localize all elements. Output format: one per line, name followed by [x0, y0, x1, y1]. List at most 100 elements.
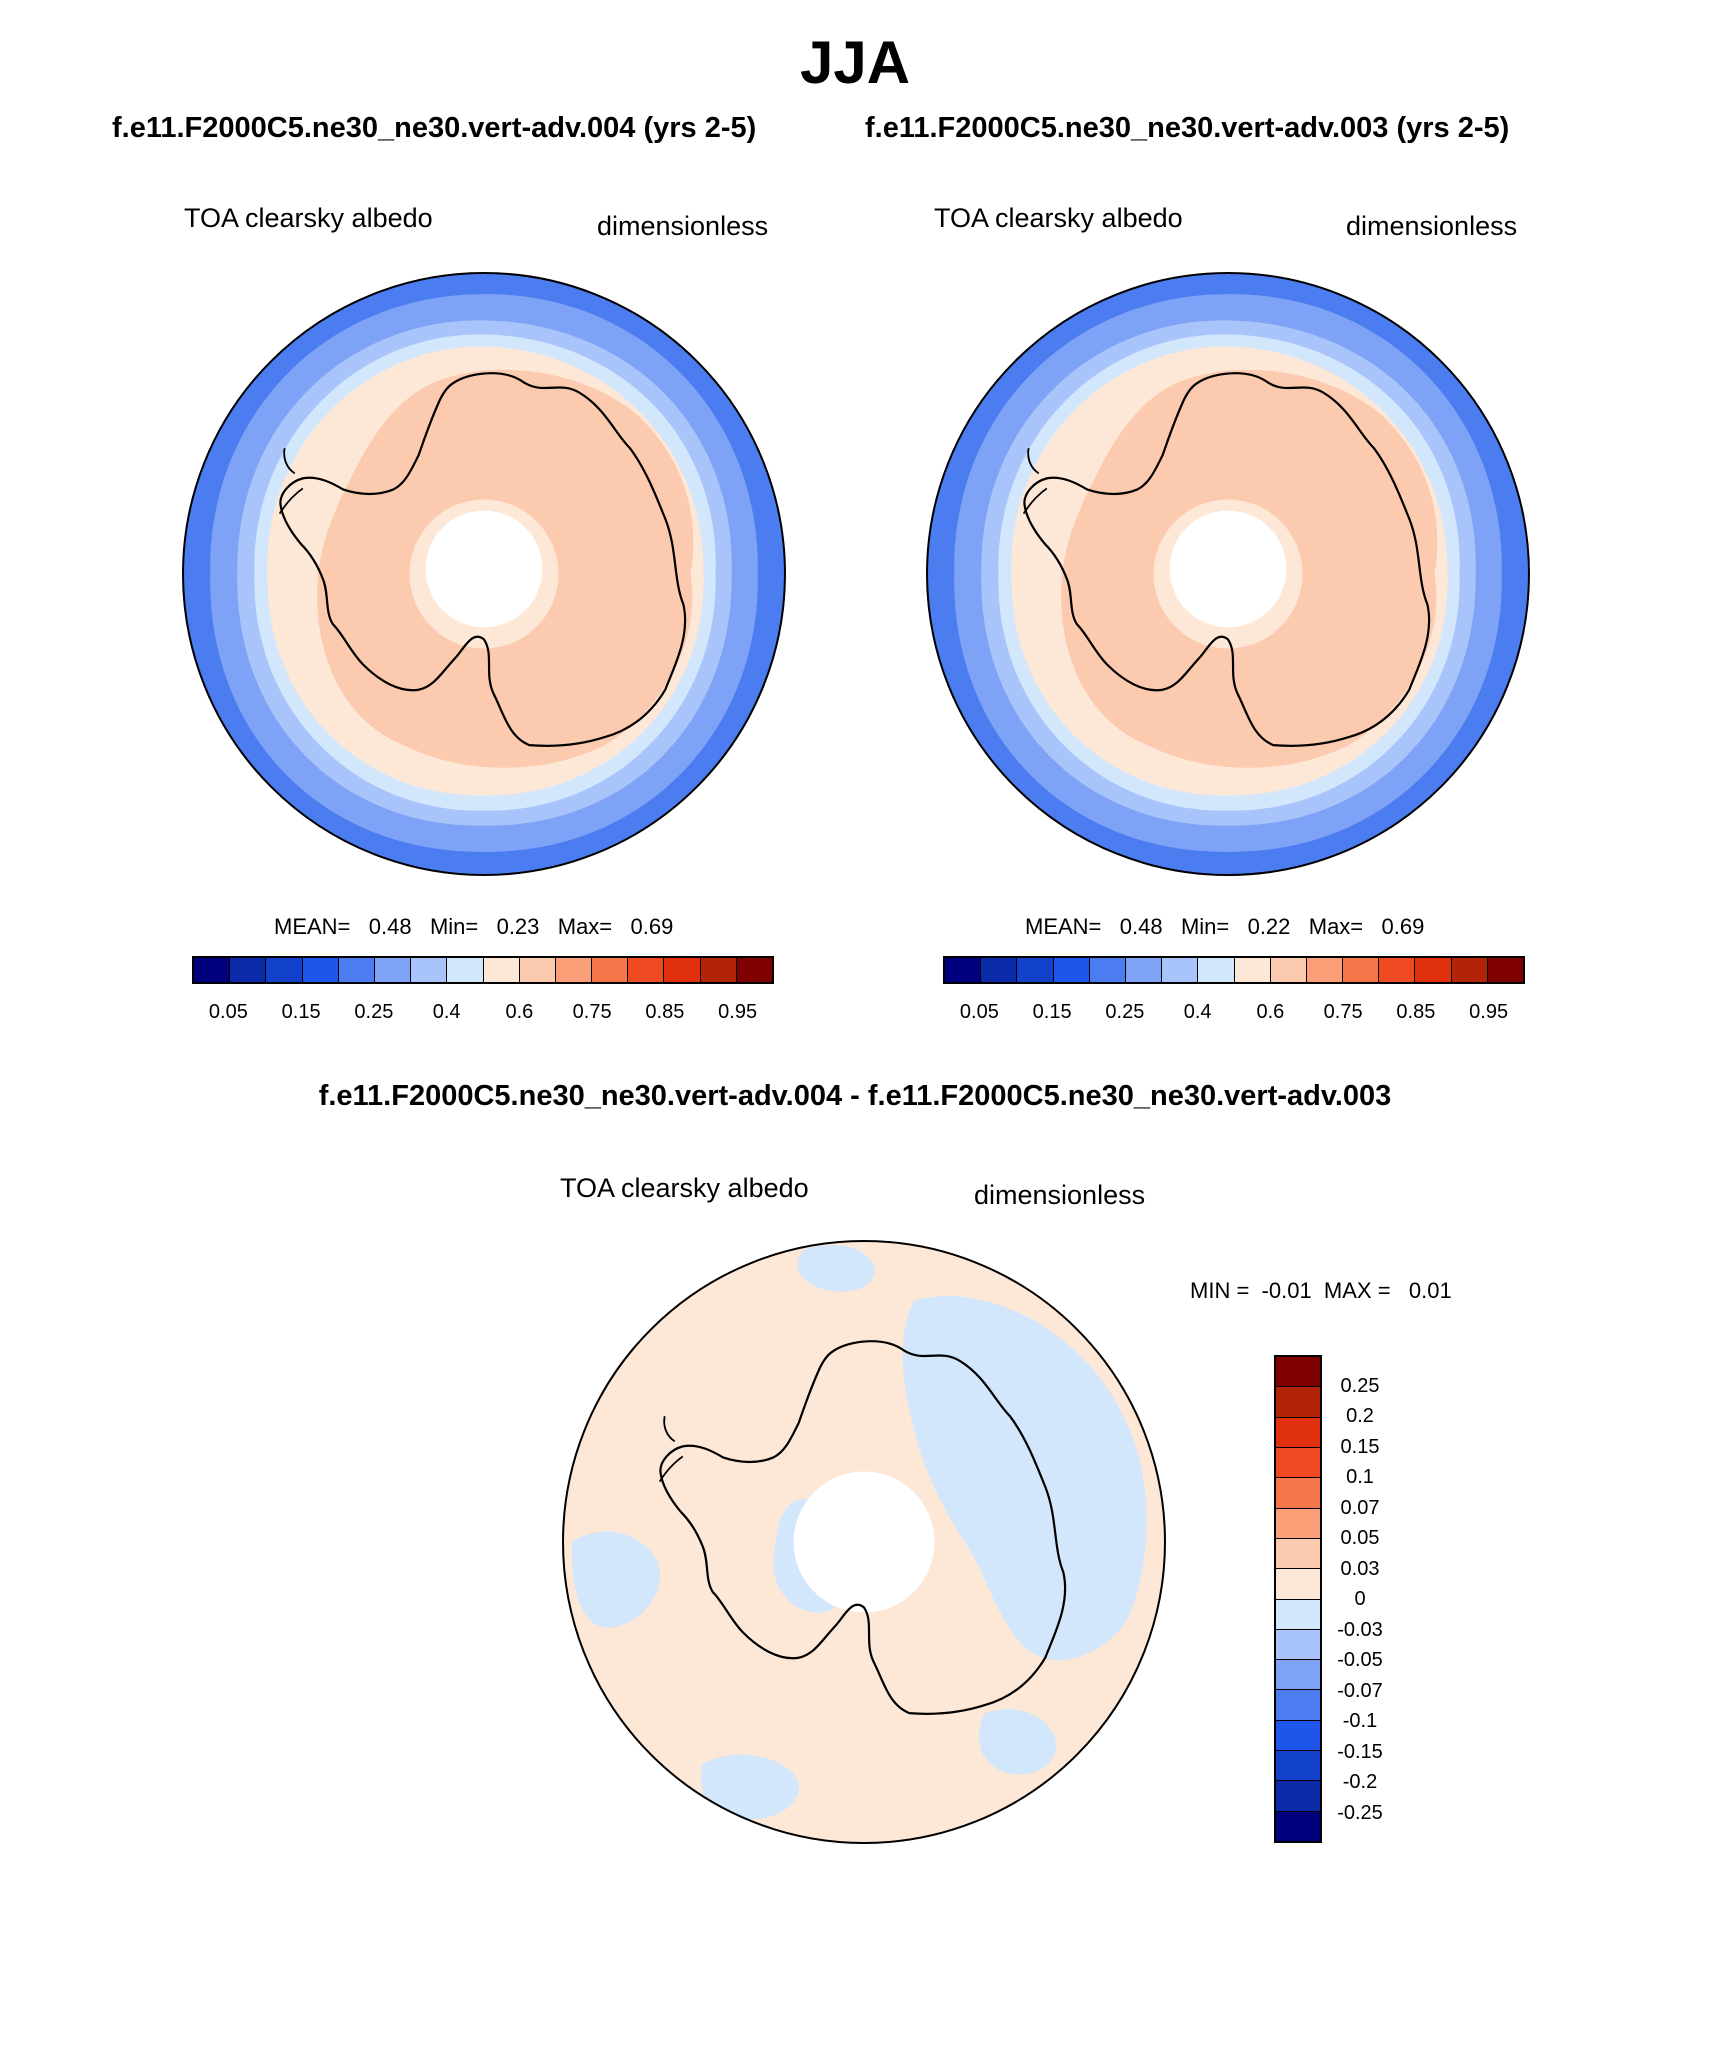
max-value: 0.01: [1408, 1278, 1452, 1303]
difference-polar-map: [562, 1240, 1166, 1844]
colorbar-swatch: [1089, 958, 1126, 982]
mean-label: MEAN=: [1025, 914, 1102, 939]
colorbar-swatch: [1415, 958, 1452, 982]
polar-data-gap: [425, 510, 543, 628]
colorbar-swatch: [664, 958, 701, 982]
difference-colorbar: [1274, 1355, 1322, 1843]
case-a-variable-label: TOA clearsky albedo: [184, 203, 433, 233]
case-b-map-svg: [926, 272, 1530, 876]
max-value: 0.69: [1381, 914, 1425, 939]
min-value: -0.01: [1261, 1278, 1312, 1303]
colorbar-tick-label: 0.6: [505, 1001, 534, 1023]
colorbar-tick-label: 0.25: [354, 1001, 394, 1023]
negative-difference-region: [571, 1531, 660, 1628]
colorbar-swatch: [411, 958, 448, 982]
colorbar-tick-label: 0.15: [281, 1001, 321, 1023]
colorbar-tick-label: -0.15: [1337, 1740, 1383, 1763]
colorbar-tick-label: 0.95: [718, 1001, 758, 1023]
case-a-units-label: dimensionless: [597, 211, 769, 241]
colorbar-swatch: [1276, 1538, 1320, 1570]
colorbar-tick-label: -0.07: [1337, 1679, 1383, 1702]
difference-variable-label: TOA clearsky albedo: [560, 1173, 809, 1203]
colorbar-tick-label: 0.25: [1105, 1001, 1145, 1023]
colorbar-tick-label: 0.1: [1346, 1466, 1374, 1488]
colorbar-swatch: [1276, 1508, 1320, 1539]
antarctica-coastline: [1023, 372, 1431, 747]
colorbar-swatch: [483, 958, 520, 982]
colorbar-swatch: [628, 958, 665, 982]
colorbar-swatch: [194, 958, 231, 982]
case-a-colorbar-ticks: 0.05 0.15 0.25 0.4 0.6 0.75 0.85 0.95: [192, 1000, 774, 1026]
polar-data-gap: [793, 1471, 935, 1613]
antarctica-coastline: [659, 1340, 1067, 1715]
mean-label: MEAN=: [274, 914, 351, 939]
colorbar-swatch: [519, 958, 556, 982]
case-b-colorbar-ticks: 0.05 0.15 0.25 0.4 0.6 0.75 0.85 0.95: [943, 1000, 1525, 1026]
colorbar-swatch: [1198, 958, 1235, 982]
mean-value: 0.48: [1119, 914, 1163, 939]
colorbar-tick-label: 0.85: [645, 1001, 685, 1023]
antarctica-coastline: [279, 372, 687, 747]
max-label: Max=: [557, 914, 613, 939]
colorbar-swatch: [1276, 1629, 1320, 1661]
colorbar-swatch: [1276, 1720, 1320, 1752]
colorbar-tick-label: -0.03: [1337, 1618, 1383, 1641]
polar-data-gap: [1169, 510, 1287, 628]
colorbar-swatch: [945, 958, 982, 982]
colorbar-tick-label: 0.95: [1469, 1001, 1509, 1023]
case-b-polar-map: [926, 272, 1530, 876]
colorbar-tick-label: 0.15: [1340, 1435, 1380, 1458]
colorbar-swatch: [1451, 958, 1488, 982]
case-a-colorbar: [192, 956, 774, 984]
colorbar-swatch: [1125, 958, 1163, 982]
colorbar-swatch: [1276, 1690, 1320, 1721]
difference-map-svg: [562, 1240, 1166, 1844]
colorbar-swatch: [1276, 1357, 1320, 1388]
colorbar-swatch: [1276, 1417, 1320, 1448]
case-a-map-svg: [182, 272, 786, 876]
colorbar-tick-label: 0.2: [1346, 1405, 1374, 1427]
case-a-title: f.e11.F2000C5.ne30_ne30.vert-adv.004 (yr…: [112, 112, 757, 144]
colorbar-swatch: [592, 958, 629, 982]
difference-units-label: dimensionless: [974, 1180, 1146, 1210]
colorbar-tick-label: 0.03: [1340, 1557, 1380, 1580]
colorbar-swatch: [1276, 1569, 1320, 1600]
colorbar-tick-label: 0.4: [432, 1001, 461, 1023]
colorbar-swatch: [1053, 958, 1090, 982]
map-border: [562, 1240, 1166, 1844]
colorbar-tick-label: 0.4: [1183, 1001, 1212, 1023]
colorbar-swatch: [1276, 1660, 1320, 1691]
colorbar-swatch: [230, 958, 267, 982]
colorbar-tick-label: 0.75: [1323, 1001, 1363, 1023]
colorbar-swatch: [1276, 1447, 1320, 1479]
colorbar-tick-label: 0.85: [1396, 1001, 1436, 1023]
colorbar-swatch: [1276, 1811, 1320, 1841]
min-label: Min=: [429, 914, 479, 939]
colorbar-swatch: [1276, 1599, 1320, 1630]
colorbar-swatch: [1343, 958, 1380, 982]
map-border: [926, 272, 1530, 876]
colorbar-swatch: [447, 958, 484, 982]
colorbar-tick-label: -0.2: [1342, 1771, 1378, 1793]
colorbar-tick-label: 0.07: [1340, 1496, 1380, 1519]
colorbar-swatch: [1162, 958, 1199, 982]
case-a-polar-map: [182, 272, 786, 876]
colorbar-swatch: [1487, 958, 1523, 982]
colorbar-swatch: [1017, 958, 1054, 982]
colorbar-tick-label: 0.05: [959, 1001, 999, 1023]
max-label: MAX =: [1323, 1278, 1391, 1303]
negative-difference-region: [902, 1295, 1147, 1661]
colorbar-tick-label: 0.25: [1340, 1374, 1380, 1397]
colorbar-tick-label: -0.05: [1337, 1649, 1383, 1671]
colorbar-swatch: [555, 958, 593, 982]
case-b-variable-label: TOA clearsky albedo: [934, 203, 1183, 233]
colorbar-swatch: [981, 958, 1018, 982]
map-border: [182, 272, 786, 876]
colorbar-swatch: [302, 958, 339, 982]
min-value: 0.22: [1247, 914, 1291, 939]
difference-stats: MIN = -0.01 MAX = 0.01: [1190, 1277, 1452, 1305]
colorbar-swatch: [736, 958, 772, 982]
case-b-colorbar: [943, 956, 1525, 984]
case-b-stats: MEAN= 0.48 Min= 0.22 Max= 0.69: [1025, 913, 1424, 941]
negative-difference-region: [797, 1245, 875, 1292]
